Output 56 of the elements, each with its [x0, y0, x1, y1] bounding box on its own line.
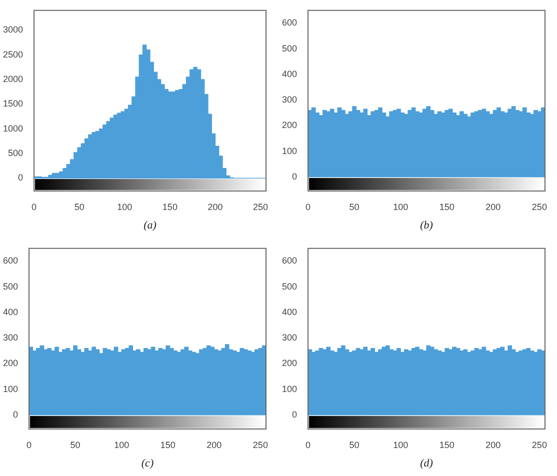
y-tick-label: 200 [282, 358, 298, 368]
x-tick-label: 50 [349, 440, 360, 450]
x-tick-label: 200 [486, 202, 501, 212]
x-tick-label: 0 [26, 440, 32, 450]
y-tick-label: 300 [2, 332, 18, 343]
x-tick-label: 250 [532, 440, 547, 450]
x-tick-label: 150 [160, 440, 176, 450]
x-tick-label: 100 [114, 440, 130, 450]
x-tick-label: 50 [349, 202, 360, 212]
x-axis-title: (b) [420, 219, 434, 232]
y-tick-label: 1500 [2, 98, 24, 109]
x-tick-label: 0 [306, 440, 311, 450]
y-tick-label: 400 [2, 306, 18, 317]
x-axis-title: (c) [141, 457, 154, 470]
x-tick-label: 100 [393, 440, 408, 450]
y-tick-label: 2500 [2, 49, 24, 60]
x-tick-label: 100 [117, 202, 132, 212]
y-tick-label: 600 [2, 256, 18, 266]
y-tick-label: 500 [8, 148, 24, 158]
y-tick-label: 3000 [2, 24, 24, 35]
y-tick-label: 600 [282, 256, 298, 266]
y-tick-label: 2000 [2, 74, 24, 84]
x-axis-title: (d) [420, 457, 434, 470]
x-tick-label: 150 [162, 202, 178, 212]
y-tick-label: 400 [282, 68, 298, 79]
x-tick-label: 200 [206, 440, 222, 450]
y-tick-label: 500 [282, 43, 298, 54]
y-tick-label: 600 [282, 18, 298, 28]
y-tick-label: 0 [13, 409, 18, 420]
y-tick-label: 0 [292, 409, 298, 420]
x-tick-label: 250 [532, 202, 547, 212]
x-tick-label: 150 [439, 202, 454, 212]
x-tick-label: 0 [32, 202, 37, 212]
x-tick-label: 250 [253, 202, 268, 212]
y-tick-label: 200 [2, 358, 18, 368]
x-tick-label: 100 [393, 202, 408, 212]
x-tick-label: 200 [208, 202, 223, 212]
y-tick-label: 100 [2, 384, 18, 394]
y-tick-label: 100 [282, 384, 298, 394]
y-tick-label: 300 [282, 94, 298, 105]
x-tick-label: 200 [486, 440, 501, 450]
y-tick-label: 500 [282, 281, 298, 292]
y-tick-label: 200 [282, 120, 298, 130]
x-axis-title: (a) [144, 219, 157, 232]
y-tick-label: 1000 [2, 123, 24, 134]
y-tick-label: 300 [282, 332, 298, 343]
y-tick-label: 0 [292, 171, 298, 182]
y-tick-label: 500 [2, 281, 18, 292]
y-tick-label: 0 [18, 172, 24, 183]
x-tick-label: 150 [439, 440, 454, 450]
y-tick-label: 400 [282, 306, 298, 317]
x-tick-label: 250 [252, 440, 268, 450]
y-tick-label: 100 [282, 146, 298, 156]
x-tick-label: 0 [306, 202, 311, 212]
x-tick-label: 50 [74, 202, 84, 212]
x-tick-label: 50 [70, 440, 80, 450]
